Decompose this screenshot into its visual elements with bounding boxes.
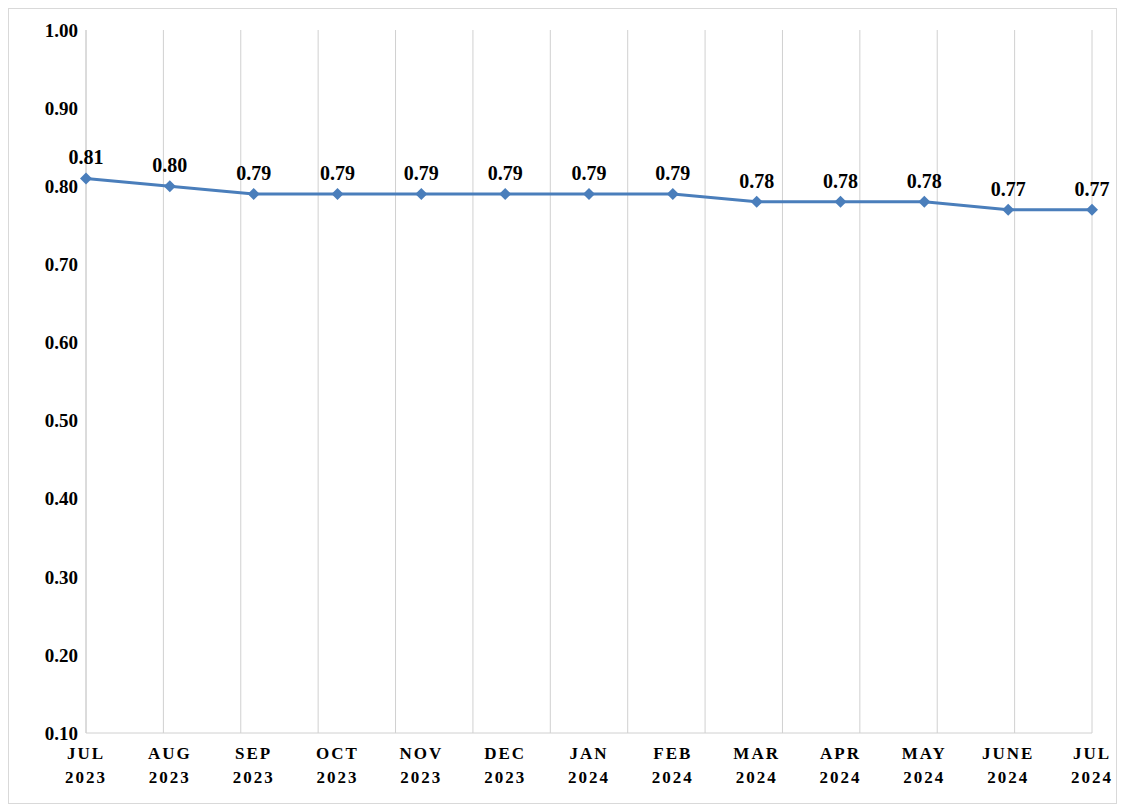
svg-text:APR2024: APR2024: [820, 744, 862, 787]
svg-text:0.80: 0.80: [45, 176, 78, 197]
svg-text:0.60: 0.60: [45, 332, 78, 353]
svg-text:JAN2024: JAN2024: [568, 744, 610, 787]
svg-text:0.79: 0.79: [655, 162, 690, 184]
svg-text:SEP2023: SEP2023: [233, 744, 275, 787]
svg-text:0.77: 0.77: [991, 178, 1026, 200]
svg-text:1.00: 1.00: [45, 20, 78, 41]
svg-text:0.79: 0.79: [488, 162, 523, 184]
svg-text:0.81: 0.81: [69, 146, 104, 168]
svg-text:DEC2023: DEC2023: [484, 744, 526, 787]
svg-text:FEB2024: FEB2024: [652, 744, 694, 787]
svg-text:0.78: 0.78: [739, 170, 774, 192]
svg-text:0.30: 0.30: [45, 567, 78, 588]
svg-text:AUG2023: AUG2023: [148, 744, 192, 787]
svg-text:0.78: 0.78: [823, 170, 858, 192]
svg-text:0.90: 0.90: [45, 98, 78, 119]
svg-text:OCT2023: OCT2023: [316, 744, 359, 787]
svg-text:0.78: 0.78: [907, 170, 942, 192]
svg-text:0.20: 0.20: [45, 645, 78, 666]
svg-text:0.79: 0.79: [572, 162, 607, 184]
svg-text:MAY2024: MAY2024: [902, 744, 947, 787]
svg-text:0.10: 0.10: [45, 723, 78, 744]
svg-text:0.80: 0.80: [152, 154, 187, 176]
svg-text:0.79: 0.79: [404, 162, 439, 184]
svg-text:0.70: 0.70: [45, 254, 78, 275]
svg-text:0.79: 0.79: [320, 162, 355, 184]
svg-text:0.77: 0.77: [1075, 178, 1110, 200]
svg-text:NOV2023: NOV2023: [399, 744, 443, 787]
svg-text:0.40: 0.40: [45, 488, 78, 509]
svg-text:JUL2024: JUL2024: [1071, 744, 1113, 787]
svg-text:0.79: 0.79: [236, 162, 271, 184]
svg-text:0.50: 0.50: [45, 410, 78, 431]
svg-text:JUNE2024: JUNE2024: [982, 744, 1034, 787]
svg-text:JUL2023: JUL2023: [65, 744, 107, 787]
svg-text:MAR2024: MAR2024: [733, 744, 780, 787]
